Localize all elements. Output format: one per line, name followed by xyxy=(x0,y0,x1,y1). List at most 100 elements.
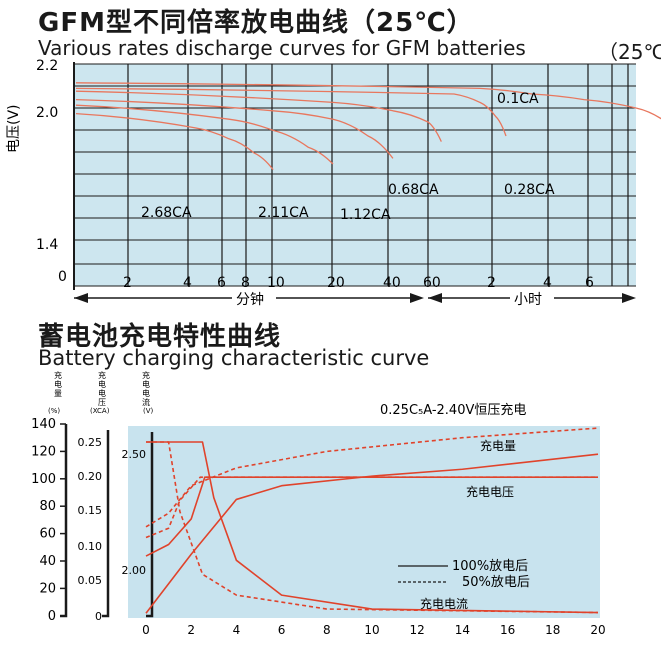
axis-header-char: 电 xyxy=(142,379,150,389)
legend-solid-label: 100%放电后 xyxy=(452,559,528,574)
chart1-subtitle-text: Various rates discharge curves for GFM b… xyxy=(38,36,526,60)
discharge-curve-0.68CA xyxy=(75,90,442,142)
y2-tick: 0.20 xyxy=(78,470,103,483)
x-tick-min: 6 xyxy=(217,275,226,291)
y2-tick: 0 xyxy=(95,610,102,623)
minutes-label-bg xyxy=(232,290,276,308)
charging-curve xyxy=(145,476,598,539)
x-tick-min: 8 xyxy=(241,275,250,291)
axis-header-char: 充 xyxy=(98,370,106,380)
x-tick-min: 2 xyxy=(123,275,132,291)
charging-curves xyxy=(145,427,599,614)
discharge-x-ticks: 2 4 6 8 10 20 40 60 2 4 6 xyxy=(123,275,594,291)
y3-tick: 2.00 xyxy=(122,564,147,577)
y1-tick: 60 xyxy=(39,527,56,542)
charging-curve xyxy=(146,441,599,614)
x-tick-min: 4 xyxy=(183,275,192,291)
y2-tick: 0.15 xyxy=(78,504,103,517)
hours-label: 小时 xyxy=(514,292,542,308)
discharge-grid xyxy=(74,63,636,287)
unit-xca: (XCA) xyxy=(90,407,110,415)
label-1-12ca: 1.12CA xyxy=(340,207,391,223)
x-tick: 16 xyxy=(500,623,515,637)
x-tick: 14 xyxy=(455,623,470,637)
x-tick-hour: 4 xyxy=(543,275,552,291)
axis-header-char: 电 xyxy=(98,379,106,389)
legend-dashed-label: 50%放电后 xyxy=(462,575,530,590)
y1-tick: 0 xyxy=(48,609,56,624)
charging-curve xyxy=(145,427,599,528)
x-tick: 18 xyxy=(545,623,560,637)
y3-axis xyxy=(146,432,154,618)
label-2-68ca: 2.68CA xyxy=(141,205,192,221)
unit-volt: (V) xyxy=(143,407,154,415)
y1-axis xyxy=(60,424,68,618)
x-tick-min: 60 xyxy=(423,275,441,291)
discharge-chart: 电压(V) 2.2 2.0 1.4 0 2 4 6 8 10 20 40 60 2 4 6 分钟 小… xyxy=(6,58,661,308)
discharge-ylabel: 电压(V) xyxy=(6,104,22,153)
charging-y-ticks: 140 120 100 80 60 40 20 0 0.25 0.20 0.15 0.10 0.05 0 2… xyxy=(31,417,146,624)
label-voltage: 充电电压 xyxy=(466,484,514,499)
axis-header-char: 充 xyxy=(142,370,150,380)
hours-arrow-right xyxy=(622,293,636,303)
label-0-68ca: 0.68CA xyxy=(388,182,439,198)
discharge-curve-0.1CA xyxy=(75,82,661,120)
y-tick-1-4: 1.4 xyxy=(36,237,58,253)
axis-header-char: 充 xyxy=(54,370,62,380)
unit-percent: (%) xyxy=(48,407,60,415)
discharge-curve-2.68CA xyxy=(75,112,274,170)
x-tick: 12 xyxy=(410,623,425,637)
hours-arrow-left xyxy=(428,293,442,303)
axis-header-char: 电 xyxy=(54,379,62,389)
discharge-plot-bg xyxy=(74,64,636,286)
y2-tick: 0.25 xyxy=(78,436,103,449)
x-tick: 2 xyxy=(187,623,195,637)
label-2-11ca: 2.11CA xyxy=(258,205,309,221)
chart2-title: 蓄电池充电特性曲线 xyxy=(38,322,282,352)
axis-header-char: 压 xyxy=(98,398,106,407)
x-tick: 4 xyxy=(233,623,241,637)
y-tick-2-2: 2.2 xyxy=(36,58,58,74)
y1-tick: 120 xyxy=(31,444,56,459)
label-capacity: 充电量 xyxy=(480,438,516,453)
x-tick: 0 xyxy=(142,623,150,637)
label-0-1ca: 0.1CA xyxy=(497,91,539,107)
charging-x-ticks: 0 2 4 6 8 10 12 14 16 18 20 xyxy=(142,623,605,637)
chart1-title: GFM型不同倍率放电曲线（25℃） xyxy=(38,8,474,38)
chart2-subtitle: Battery charging characteristic curve xyxy=(38,346,430,370)
y1-tick: 80 xyxy=(39,499,56,514)
label-0-28ca: 0.28CA xyxy=(504,182,555,198)
axis-header-char: 电 xyxy=(142,388,150,398)
y-tick-0: 0 xyxy=(58,269,67,285)
chart1-subtitle: Various rates discharge curves for GFM b… xyxy=(38,36,661,64)
minutes-arrow-right xyxy=(410,293,424,303)
minutes-arrow-left xyxy=(74,293,88,303)
y1-tick: 40 xyxy=(39,554,56,569)
x-tick: 10 xyxy=(364,623,379,637)
axis-header-char: 电 xyxy=(98,388,106,398)
x-tick: 20 xyxy=(590,623,605,637)
discharge-curve-0.28CA xyxy=(75,87,507,137)
y3-tick: 2.50 xyxy=(122,448,147,461)
chart1-subtitle-tail: （25℃ xyxy=(598,40,661,64)
x-tick-hour: 6 xyxy=(585,275,594,291)
y1-tick: 100 xyxy=(31,472,56,487)
y2-tick: 0.05 xyxy=(78,574,103,587)
charging-curve xyxy=(145,453,599,614)
label-current: 充电电流 xyxy=(420,596,468,611)
x-tick-hour: 2 xyxy=(487,275,496,291)
minutes-label: 分钟 xyxy=(236,291,264,308)
y-tick-2-0: 2.0 xyxy=(36,105,58,121)
y2-axis xyxy=(102,430,110,618)
x-tick-min: 10 xyxy=(267,275,285,291)
discharge-curve-1.12CA xyxy=(75,98,394,159)
y1-tick: 140 xyxy=(31,417,56,432)
y2-tick: 0.10 xyxy=(78,540,103,553)
axis-header-char: 量 xyxy=(54,389,62,398)
axis-header-char: 流 xyxy=(142,397,150,407)
x-tick: 8 xyxy=(323,623,331,637)
charging-condition: 0.25C₅A-2.40V恒压充电 xyxy=(380,402,526,418)
hours-label-bg xyxy=(510,290,554,308)
